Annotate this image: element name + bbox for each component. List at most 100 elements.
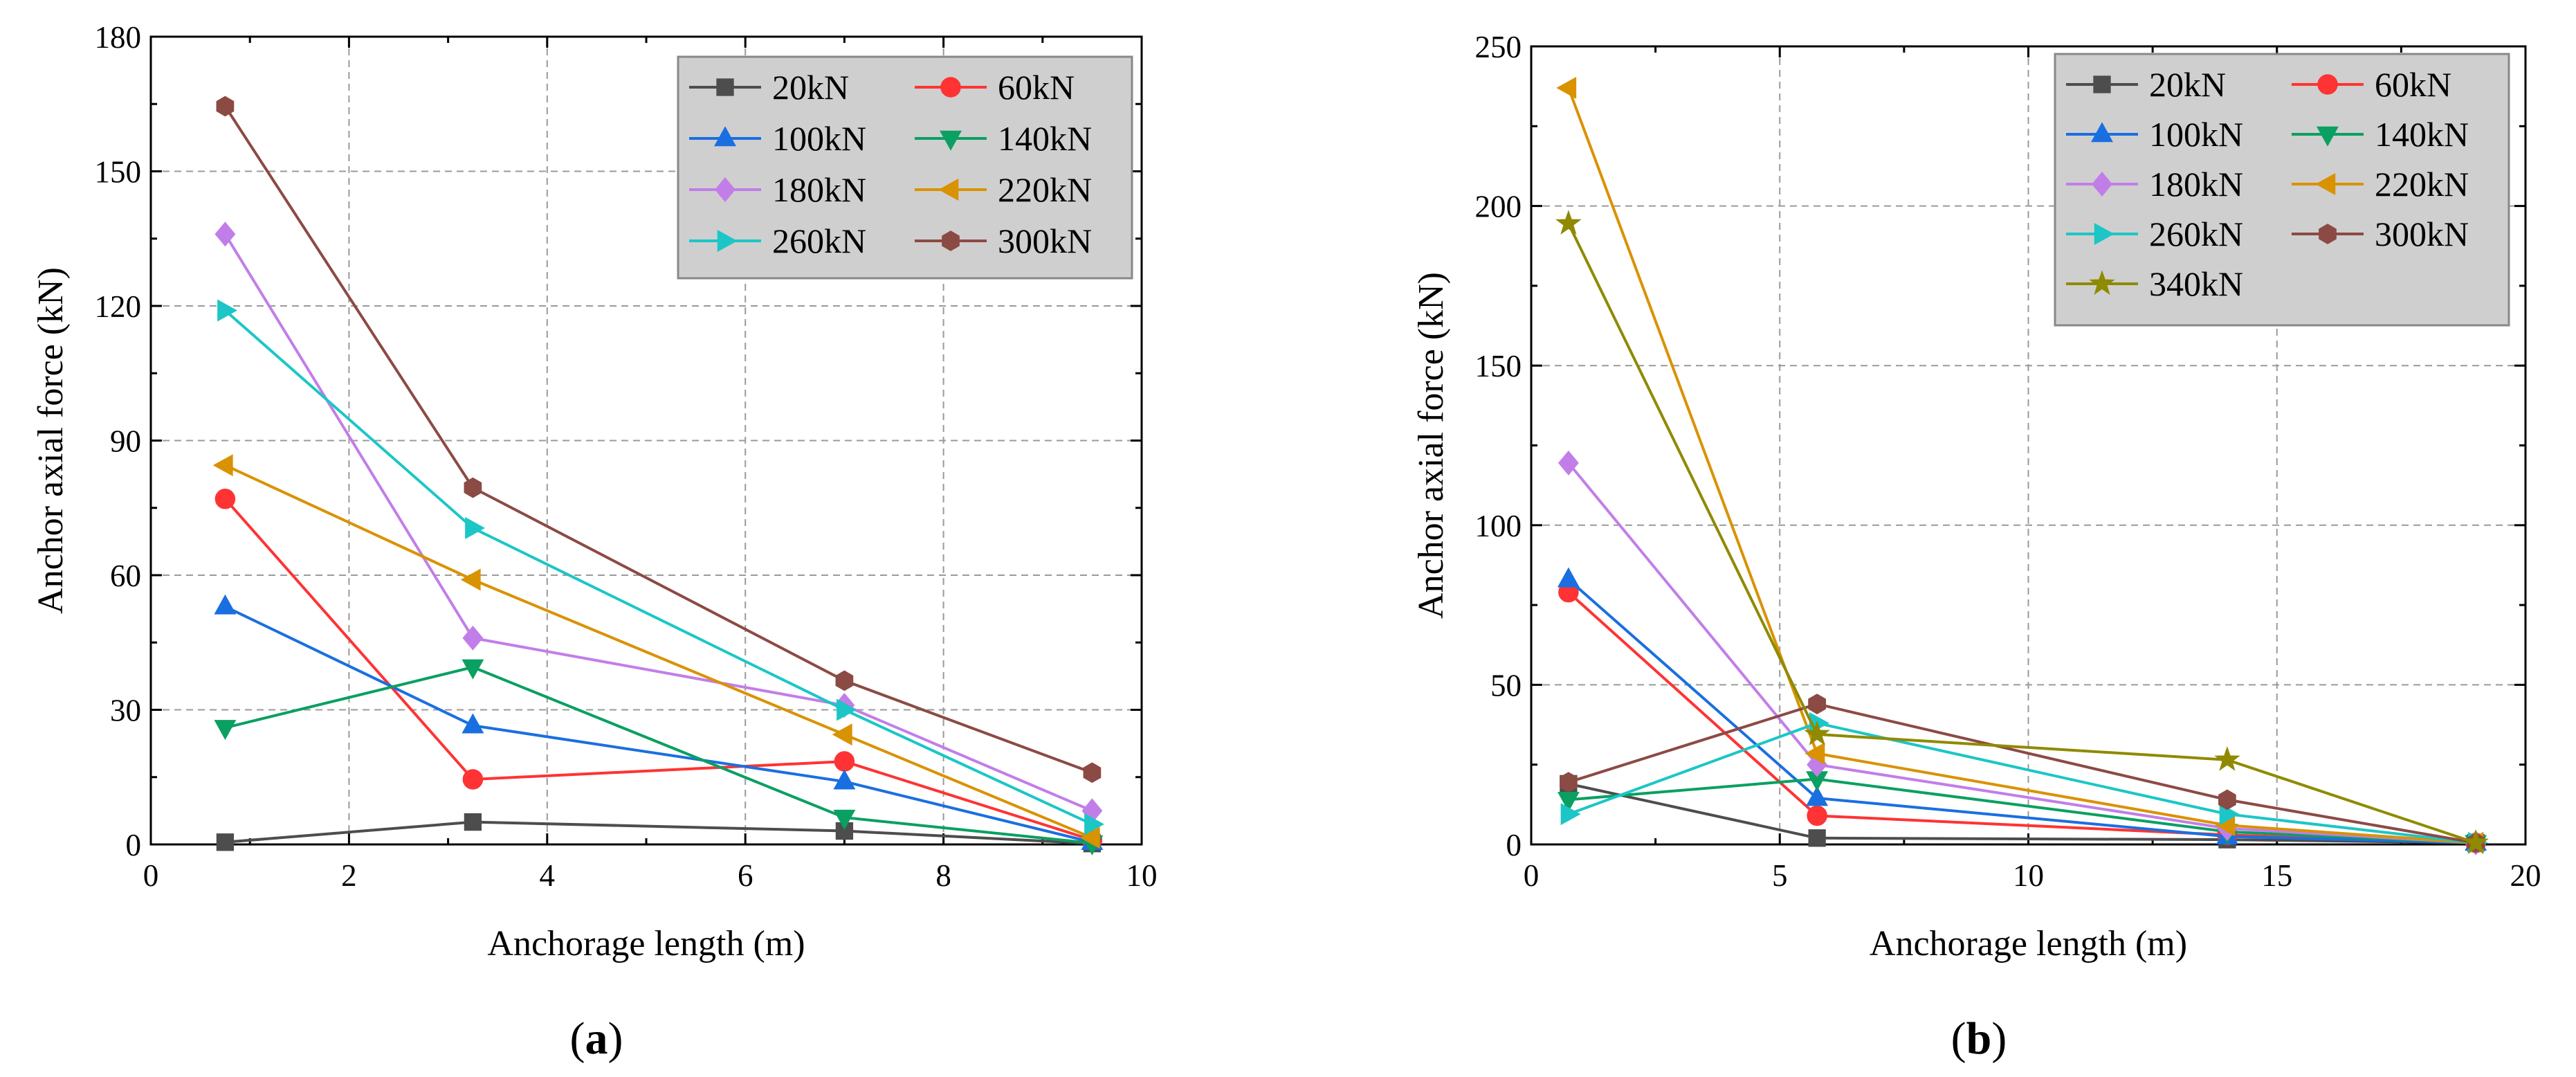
legend-item-220kN: 220kN [915,170,1092,209]
y-tick-label: 150 [95,155,142,190]
x-tick-label: 0 [1524,858,1540,893]
panel-label: (a) [570,1013,623,1064]
data-point [1804,721,1830,745]
x-tick-label: 8 [935,858,951,893]
data-point [1083,762,1102,784]
data-point [462,659,484,680]
series-180kN [1558,450,2487,856]
y-tick-label: 100 [1475,509,1522,543]
series-260kN [217,299,1105,835]
legend-marker [2319,224,2337,244]
x-tick-label: 20 [2510,858,2541,893]
data-point [214,221,236,247]
legend-label: 100kN [772,119,866,158]
panel-label-letter: a [585,1013,608,1064]
legend-marker [2091,122,2113,143]
chart-panel-a: 0 2 4 6 8 10 0 30 60 90 120 150 180 Anchorage length … [31,20,1158,1064]
legend-box [2054,53,2510,327]
legend-label: 60kN [2375,65,2451,104]
legend-label: 20kN [2149,65,2226,104]
data-point [214,489,236,509]
legend-item-300kN: 300kN [2292,215,2469,253]
legend-marker [2315,173,2336,195]
series-line [1567,223,2476,844]
legend-label: 260kN [2149,215,2243,253]
legend-marker [714,126,736,147]
panel-label-open: ( [570,1013,585,1064]
series-100kN [214,594,1104,851]
data-point [465,516,486,539]
legend-label: 220kN [998,170,1092,209]
x-tick-label: 10 [1126,858,1158,893]
legend-item-180kN: 180kN [2066,165,2243,203]
series-340kN [1555,210,2489,854]
data-point [833,809,856,830]
legend-label: 260kN [772,221,866,260]
legend-item-60kN: 60kN [915,68,1075,107]
x-tick-label: 5 [1772,858,1788,893]
legend: 20kN 60kN 100kN 140kN 180kN 220kN 260kN 300kN 34… [2054,53,2510,327]
legend-marker [2093,75,2111,93]
data-point [1555,210,1582,235]
legend-item-260kN: 260kN [689,221,866,260]
x-tick-label: 0 [143,858,159,893]
legend-marker [942,230,960,251]
legend-item-20kN: 20kN [689,68,849,107]
data-point [214,720,237,741]
data-point [2218,789,2236,811]
legend-item-60kN: 60kN [2292,65,2451,104]
legend: 20kN 60kN 100kN 140kN 180kN 220kN 260kN 300kN [677,55,1133,280]
series-180kN [214,221,1103,824]
legend-marker [716,78,734,96]
data-point [1808,829,1826,847]
data-point [1557,567,1580,588]
data-point [462,769,484,790]
series-220kN [212,454,1100,849]
data-point [1807,805,1827,826]
legend-label: 100kN [2149,115,2243,154]
legend-marker [2092,172,2112,197]
series-line [1567,578,2476,844]
series-line [224,665,1093,845]
panel-label-close: ) [1991,1013,2007,1064]
legend-item-340kN: 340kN [2066,264,2243,303]
data-point [834,751,855,772]
data-point [217,299,238,322]
panel-label-open: ( [1951,1013,1966,1064]
series-line [1568,703,2476,844]
data-point [462,625,484,651]
data-point [464,813,482,831]
legend-item-300kN: 300kN [915,221,1092,260]
data-point [212,454,233,477]
y-tick-label: 180 [95,20,142,55]
y-tick-label: 50 [1490,668,1522,703]
legend-label: 140kN [998,119,1092,158]
data-point [1084,813,1105,835]
y-tick-label: 30 [110,694,141,728]
legend-item-140kN: 140kN [2292,115,2469,154]
legend-marker [2317,126,2339,147]
data-point [2219,803,2240,826]
legend-item-20kN: 20kN [2066,65,2226,104]
data-point [1558,450,1579,476]
series-line [1568,777,2476,844]
x-tick-label: 4 [540,858,556,893]
legend-item-100kN: 100kN [689,119,866,158]
data-point [464,477,482,498]
legend-marker [940,77,961,98]
series-line [224,605,1093,844]
data-point [1805,742,1825,765]
data-point [832,723,852,746]
data-point [214,594,237,615]
legend-marker [715,177,736,202]
legend-marker [717,230,738,252]
series-line [223,105,1093,775]
panel-label-letter: b [1966,1013,1992,1064]
x-tick-label: 6 [738,858,753,893]
data-point [1806,786,1829,806]
data-point [462,713,484,734]
x-tick-label: 10 [2013,858,2044,893]
series-line [223,233,1093,813]
legend-item-220kN: 220kN [2292,165,2469,203]
